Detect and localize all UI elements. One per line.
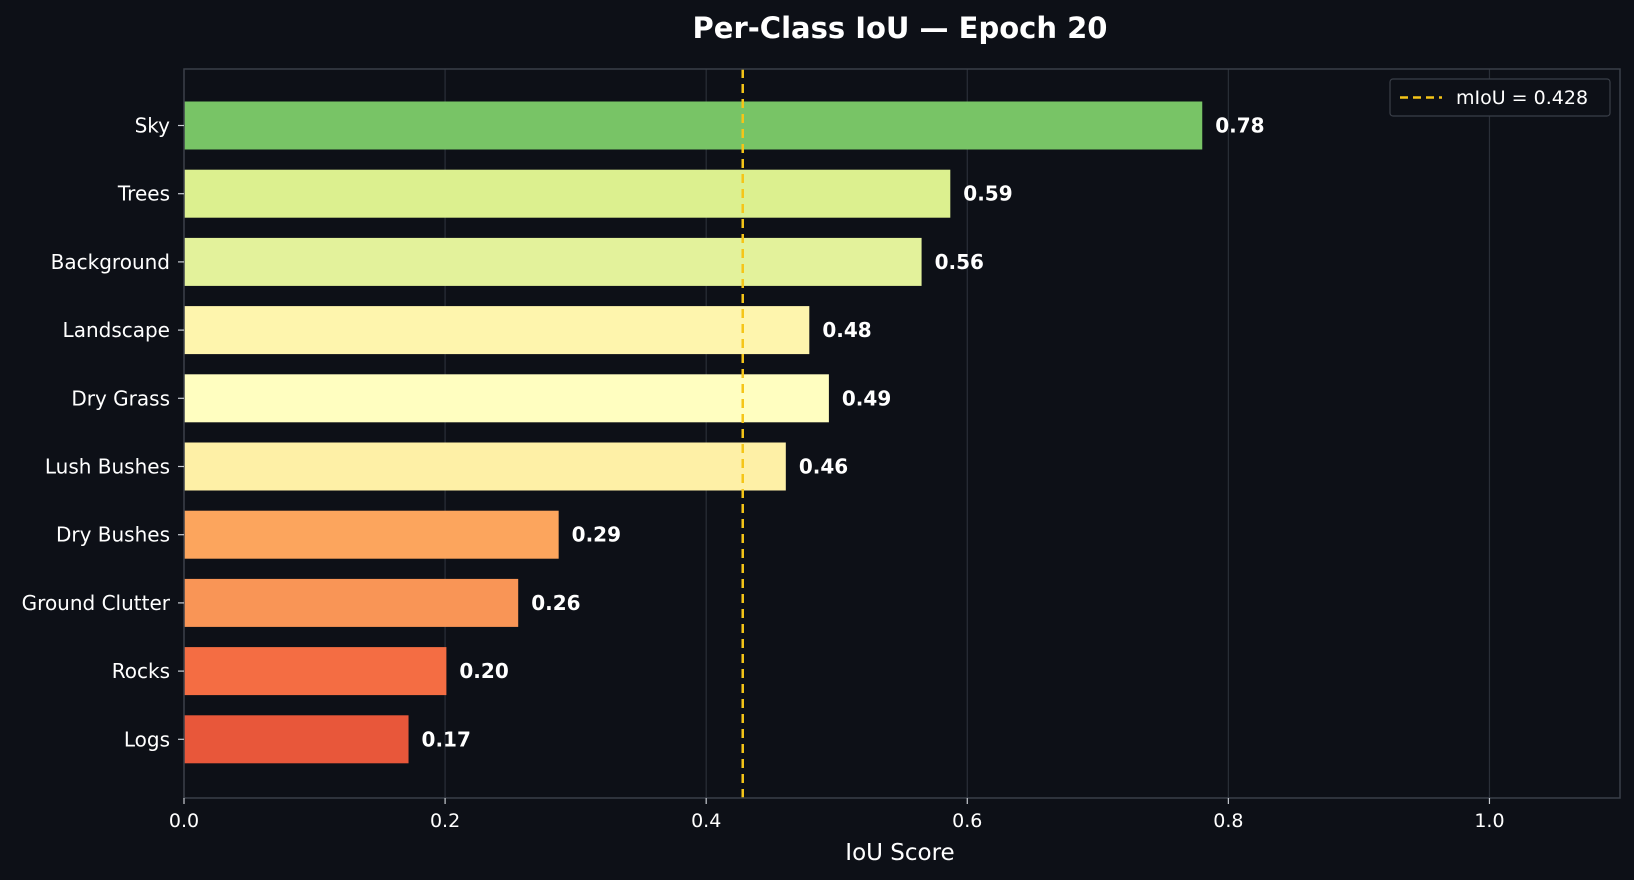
legend-box xyxy=(1389,78,1611,117)
bar-value-label: 0.49 xyxy=(842,386,891,410)
bar-lush-bushes xyxy=(184,442,786,491)
y-tick-label: Trees xyxy=(117,182,170,206)
x-tick-label: 0.8 xyxy=(1213,810,1243,832)
y-tick-label: Background xyxy=(51,250,170,274)
y-tick-label: Logs xyxy=(124,727,170,751)
bar-dry-bushes xyxy=(184,510,559,559)
bars: 0.78 0.59 0.56 0.48 0.49 0.46 0.29 0.26 0.20 0.17 xyxy=(184,101,1265,764)
bar-value-label: 0.46 xyxy=(799,455,848,479)
bar-value-label: 0.59 xyxy=(963,182,1012,206)
y-tick-label: Ground Clutter xyxy=(22,591,171,615)
y-tick-label: Landscape xyxy=(63,318,170,342)
x-tick-label: 0.2 xyxy=(430,810,460,832)
bar-value-label: 0.17 xyxy=(422,727,471,751)
y-tick-label: Lush Bushes xyxy=(45,455,170,479)
bar-landscape xyxy=(184,306,810,355)
bar-value-label: 0.26 xyxy=(531,591,580,615)
bar-rocks xyxy=(184,647,447,696)
bar-value-label: 0.20 xyxy=(459,659,508,683)
bar-sky xyxy=(184,101,1203,150)
legend-label: mIoU = 0.428 xyxy=(1456,87,1588,109)
x-tick-label: 1.0 xyxy=(1474,810,1504,832)
bar-value-label: 0.29 xyxy=(572,523,621,547)
x-axis-ticks: 0.0 0.2 0.4 0.6 0.8 1.0 xyxy=(169,798,1505,832)
bar-value-label: 0.56 xyxy=(935,250,984,274)
plot-frame xyxy=(183,68,1621,799)
legend: mIoU = 0.428 xyxy=(1389,78,1611,117)
y-tick-label: Dry Grass xyxy=(71,386,170,410)
bar-background xyxy=(184,237,922,286)
y-axis-ticks: Sky Trees Background Landscape Dry Grass Lush… xyxy=(22,114,184,751)
y-tick-label: Dry Bushes xyxy=(56,523,170,547)
bar-logs xyxy=(184,715,409,764)
bar-dry-grass xyxy=(184,374,829,423)
bar-value-label: 0.48 xyxy=(822,318,871,342)
x-tick-label: 0.6 xyxy=(952,810,982,832)
bar-trees xyxy=(184,169,951,218)
y-tick-label: Rocks xyxy=(112,659,170,683)
bar-value-label: 0.78 xyxy=(1215,114,1264,138)
bar-ground-clutter xyxy=(184,578,519,627)
x-tick-label: 0.0 xyxy=(169,810,199,832)
chart-title: Per-Class IoU — Epoch 20 xyxy=(693,11,1108,45)
x-tick-label: 0.4 xyxy=(691,810,721,832)
x-axis-label: IoU Score xyxy=(845,840,954,866)
y-tick-label: Sky xyxy=(135,114,171,138)
